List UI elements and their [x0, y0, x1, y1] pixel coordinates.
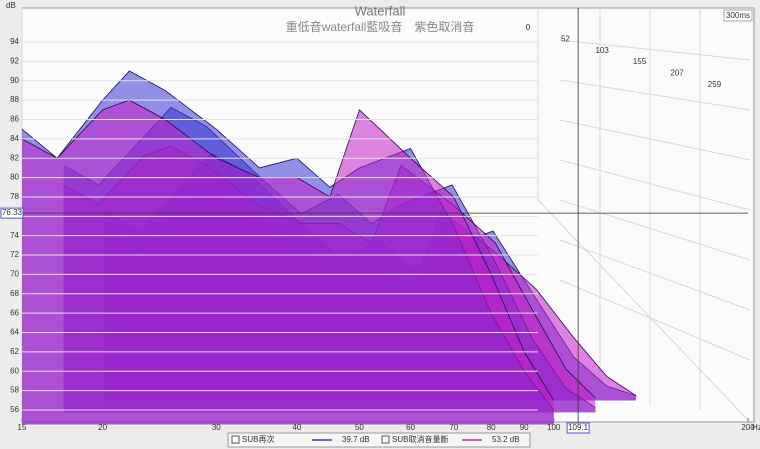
x-tick-label: 200 — [741, 423, 755, 432]
x-tick-label: 40 — [292, 423, 301, 432]
cursor-x-label: 109.1 — [568, 423, 589, 432]
y-tick-label: 62 — [10, 347, 19, 356]
chart-subtitle: 重低音waterfall藍吸音 紫色取消音 — [286, 19, 475, 34]
cursor-y-box — [0, 207, 24, 219]
legend: SUB再次 39.7 dB SUB取消音量斷 53.2 dB — [227, 432, 531, 448]
y-tick-label: 90 — [10, 76, 19, 85]
z-end-label: 300ms — [726, 11, 750, 20]
y-tick-label: 78 — [10, 192, 19, 201]
x-axis-label: Hz — [752, 423, 760, 432]
y-tick-label: 84 — [10, 134, 19, 143]
x-tick-label: 50 — [355, 423, 364, 432]
y-tick-label: 58 — [10, 386, 19, 395]
x-tick-label: 15 — [18, 423, 27, 432]
y-tick-label: 60 — [10, 366, 19, 375]
y-tick-label: 68 — [10, 289, 19, 298]
y-tick-label: 64 — [10, 328, 19, 337]
y-axis-label: dB — [6, 1, 16, 10]
legend-level: 53.2 dB — [492, 435, 520, 444]
cursor-y-label: 76.33 — [2, 208, 23, 217]
legend-level: 39.7 dB — [342, 435, 370, 444]
slices — [21, 70, 637, 425]
z-tick-label: 103 — [595, 46, 609, 55]
z-end-box — [723, 9, 753, 22]
legend-checkbox[interactable] — [381, 435, 390, 444]
cursor-x-box — [566, 422, 590, 434]
y-tick-label: 82 — [10, 153, 19, 162]
legend-box — [227, 432, 531, 448]
x-tick-label: 100 — [547, 423, 561, 432]
y-tick-label: 56 — [10, 405, 19, 414]
legend-checkbox[interactable] — [231, 435, 240, 444]
x-tick-label: 90 — [520, 423, 529, 432]
y-tick-label: 70 — [10, 270, 19, 279]
x-tick-label: 60 — [406, 423, 415, 432]
x-tick-label: 70 — [449, 423, 458, 432]
legend-label: SUB取消音量斷 — [392, 434, 448, 444]
z-tick-label: 52 — [561, 35, 570, 44]
z-tick-label: 155 — [633, 57, 647, 66]
y-tick-label: 66 — [10, 308, 19, 317]
y-tick-label: 88 — [10, 95, 19, 104]
x-tick-label: 80 — [487, 423, 496, 432]
chart-title: Waterfall — [355, 3, 406, 18]
y-tick-label: 72 — [10, 250, 19, 259]
y-tick-label: 74 — [10, 231, 19, 240]
x-tick-label: 30 — [212, 423, 221, 432]
y-tick-label: 94 — [10, 37, 19, 46]
y-tick-label: 92 — [10, 56, 19, 65]
z-tick-label: 0 — [526, 23, 531, 32]
z-tick-label: 207 — [670, 69, 684, 78]
legend-label: SUB再次 — [242, 434, 274, 444]
z-tick-label: 259 — [708, 80, 722, 89]
y-tick-label: 86 — [10, 115, 19, 124]
x-tick-label: 20 — [98, 423, 107, 432]
slice-fill — [22, 100, 554, 425]
y-tick-label: 80 — [10, 173, 19, 182]
back-grid — [21, 8, 751, 422]
